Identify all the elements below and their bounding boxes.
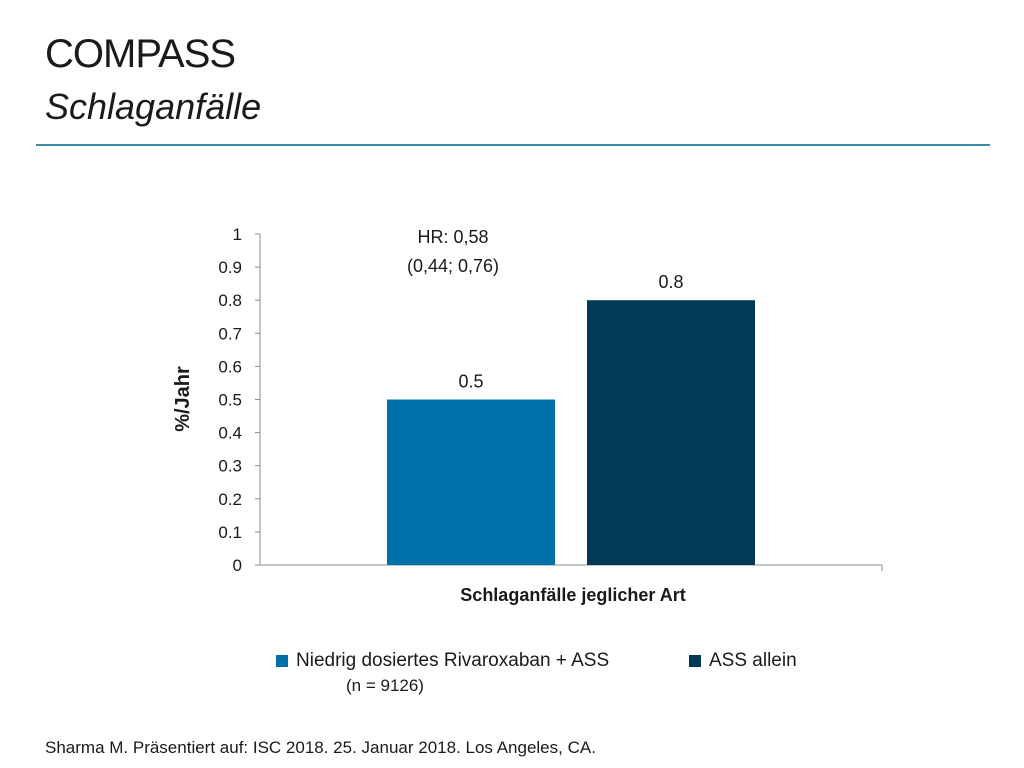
bar-value-label: 0.5 (458, 372, 483, 392)
y-axis: 0 0.1 0.2 0.3 0.4 0.5 0.6 0.7 0.8 0.9 1 (218, 225, 261, 575)
legend-item-ass: ASS allein (689, 650, 797, 672)
source-footnote: Sharma M. Präsentiert auf: ISC 2018. 25.… (45, 738, 596, 757)
legend-item-rivaroxaban: Niedrig dosiertes Rivaroxaban + ASS (276, 650, 609, 672)
y-tick-label: 0.8 (218, 291, 242, 310)
y-tick-label: 0.2 (218, 490, 242, 509)
legend-swatch-rivaroxaban (276, 655, 288, 667)
slide-subtitle: Schlaganfälle (45, 86, 262, 127)
legend-sample-size: (n = 9126) (346, 676, 424, 695)
slide-title: COMPASS (45, 32, 236, 76)
y-tick-label: 1 (233, 225, 242, 244)
y-tick-label: 0.9 (218, 258, 242, 277)
y-tick-label: 0.3 (218, 457, 242, 476)
bar-ass-allein (587, 300, 755, 565)
hazard-ratio-annotation: HR: 0,58 (417, 227, 488, 247)
title-divider (36, 144, 990, 146)
legend-label-rivaroxaban: Niedrig dosiertes Rivaroxaban + ASS (296, 650, 610, 671)
y-axis-label: %/Jahr (172, 366, 194, 432)
y-tick-label: 0.6 (218, 357, 242, 376)
y-tick-label: 0 (233, 556, 242, 575)
y-tick-label: 0.7 (218, 324, 242, 343)
confidence-interval-annotation: (0,44; 0,76) (407, 256, 499, 276)
bars: 0.5 0.8 (387, 272, 755, 565)
y-tick-label: 0.5 (218, 391, 242, 410)
bar-rivaroxaban-ass (387, 399, 555, 565)
y-tick-label: 0.4 (218, 424, 242, 443)
legend-label-ass: ASS allein (709, 650, 797, 671)
legend-swatch-ass (689, 655, 701, 667)
y-tick-label: 0.1 (218, 523, 242, 542)
bar-value-label: 0.8 (658, 272, 683, 292)
x-axis (260, 564, 883, 571)
x-axis-label: Schlaganfälle jeglicher Art (460, 585, 685, 605)
